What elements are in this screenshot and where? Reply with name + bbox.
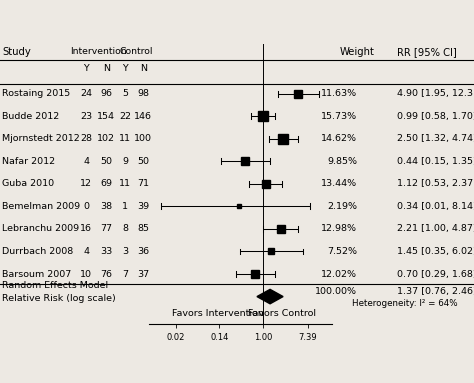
Text: 9: 9 [122,157,128,166]
Text: 12: 12 [80,179,92,188]
Text: 9.85%: 9.85% [327,157,357,166]
Text: 22: 22 [119,112,131,121]
Text: Mjornstedt 2012: Mjornstedt 2012 [2,134,80,143]
Text: 36: 36 [137,247,149,256]
Text: 3: 3 [122,247,128,256]
Text: Weight: Weight [339,47,374,57]
Text: Budde 2012: Budde 2012 [2,112,60,121]
Text: Random Effects Model: Random Effects Model [2,282,109,290]
Text: 50: 50 [137,157,149,166]
Text: 24: 24 [80,89,92,98]
Text: 11.63%: 11.63% [321,89,357,98]
Text: 0.44 [0.15, 1.35]: 0.44 [0.15, 1.35] [397,157,474,166]
Text: 16: 16 [80,224,92,233]
Text: 0: 0 [83,202,89,211]
Text: 77: 77 [100,224,112,233]
Text: Intervention: Intervention [70,47,127,56]
Text: Y: Y [83,64,89,74]
Text: Favors Control: Favors Control [247,309,316,318]
Text: 8: 8 [122,224,128,233]
Text: 2.50 [1.32, 4.74]: 2.50 [1.32, 4.74] [397,134,474,143]
Text: Control: Control [120,47,153,56]
Text: 12.98%: 12.98% [321,224,357,233]
Text: 39: 39 [137,202,149,211]
Text: N: N [140,64,146,74]
Text: Nafar 2012: Nafar 2012 [2,157,55,166]
Text: RR [95% CI]: RR [95% CI] [397,47,457,57]
Text: 154: 154 [97,112,115,121]
Text: 11: 11 [119,134,131,143]
Text: 0.34 [0.01, 8.14]: 0.34 [0.01, 8.14] [397,202,474,211]
Text: Y: Y [122,64,128,74]
Text: 14.62%: 14.62% [321,134,357,143]
Text: 2.19%: 2.19% [327,202,357,211]
Text: Study: Study [2,47,31,57]
Text: 100: 100 [134,134,152,143]
Text: 11: 11 [119,179,131,188]
Text: 102: 102 [97,134,115,143]
Text: 1.37 [0.76, 2.46]: 1.37 [0.76, 2.46] [397,287,474,296]
Text: Relative Risk (log scale): Relative Risk (log scale) [2,294,116,303]
Text: 4: 4 [83,157,89,166]
Text: Favors Intervention: Favors Intervention [172,309,264,318]
Text: Barsoum 2007: Barsoum 2007 [2,270,72,278]
Text: Durrbach 2008: Durrbach 2008 [2,247,73,256]
Text: Bemelman 2009: Bemelman 2009 [2,202,81,211]
Text: 10: 10 [80,270,92,278]
Text: 0.70 [0.29, 1.68]: 0.70 [0.29, 1.68] [397,270,474,278]
Text: 85: 85 [137,224,149,233]
Text: 4.90 [1.95, 12.31]: 4.90 [1.95, 12.31] [397,89,474,98]
Text: 37: 37 [137,270,149,278]
Text: Rostaing 2015: Rostaing 2015 [2,89,71,98]
Text: 100.00%: 100.00% [315,287,357,296]
Text: Lebranchu 2009: Lebranchu 2009 [2,224,80,233]
Text: 96: 96 [100,89,112,98]
Text: 38: 38 [100,202,112,211]
Text: 0.99 [0.58, 1.70]: 0.99 [0.58, 1.70] [397,112,474,121]
Text: 71: 71 [137,179,149,188]
Text: 23: 23 [80,112,92,121]
Text: 4: 4 [83,247,89,256]
Text: 7.52%: 7.52% [327,247,357,256]
Text: 2.21 [1.00, 4.87]: 2.21 [1.00, 4.87] [397,224,474,233]
Text: 1.12 [0.53, 2.37]: 1.12 [0.53, 2.37] [397,179,474,188]
Text: 5: 5 [122,89,128,98]
Text: 28: 28 [80,134,92,143]
Text: 12.02%: 12.02% [321,270,357,278]
Text: 13.44%: 13.44% [321,179,357,188]
Text: Heterogeneity: I² = 64%: Heterogeneity: I² = 64% [352,299,458,308]
Text: 69: 69 [100,179,112,188]
Text: 1: 1 [122,202,128,211]
Text: 146: 146 [134,112,152,121]
Text: 50: 50 [100,157,112,166]
Text: 1.45 [0.35, 6.02]: 1.45 [0.35, 6.02] [397,247,474,256]
Text: 33: 33 [100,247,112,256]
Text: 7: 7 [122,270,128,278]
Text: N: N [103,64,109,74]
Text: 76: 76 [100,270,112,278]
Text: 98: 98 [137,89,149,98]
Text: Guba 2010: Guba 2010 [2,179,55,188]
Text: 15.73%: 15.73% [321,112,357,121]
Polygon shape [257,290,283,304]
